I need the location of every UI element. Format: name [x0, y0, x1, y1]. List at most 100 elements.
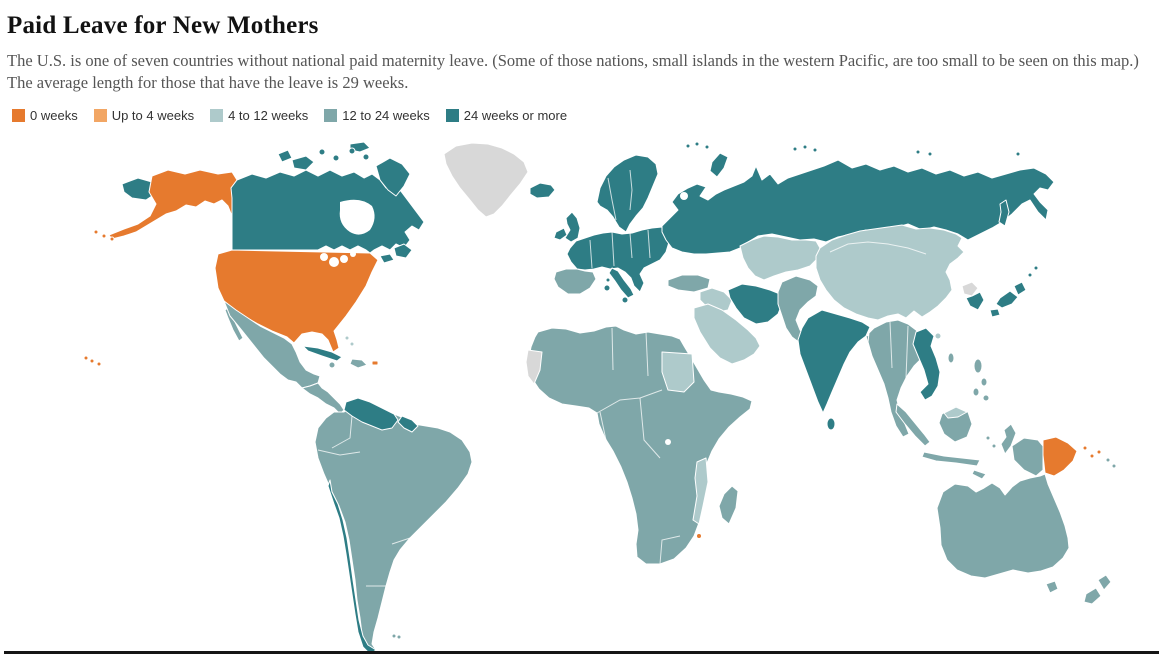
legend-item-up-to-4-weeks: Up to 4 weeks [93, 108, 195, 123]
region-moluccas[interactable] [985, 435, 997, 449]
region-puerto-rico[interactable] [371, 360, 379, 366]
region-mozambique[interactable] [692, 457, 709, 525]
region-western-sahara[interactable] [525, 349, 543, 385]
region-philippines[interactable] [972, 358, 990, 402]
region-japan[interactable] [989, 281, 1027, 318]
region-west-new-guinea[interactable] [1011, 437, 1044, 477]
region-italy-islands[interactable] [603, 277, 629, 304]
page-title: Paid Leave for New Mothers [7, 12, 319, 39]
region-cuba[interactable] [302, 345, 343, 362]
region-madagascar[interactable] [718, 485, 739, 525]
region-nova-scotia[interactable] [379, 253, 395, 264]
region-scandinavia[interactable] [596, 154, 659, 233]
region-greenland[interactable] [443, 142, 529, 218]
region-china-mongolia[interactable] [815, 224, 965, 321]
region-central-asia[interactable] [739, 235, 821, 281]
region-png-islands[interactable] [1082, 445, 1102, 459]
legend-item-0-weeks: 0 weeks [12, 108, 78, 123]
legend-swatch-12-to-24-weeks [324, 109, 338, 122]
region-ireland[interactable] [553, 227, 568, 241]
white-sea [680, 192, 688, 200]
region-continental-europe[interactable] [566, 226, 670, 293]
region-malaysia-borneo[interactable] [943, 406, 968, 419]
legend-label: Up to 4 weeks [111, 108, 195, 123]
region-russia[interactable] [661, 159, 1055, 255]
region-south-korea[interactable] [965, 291, 985, 311]
region-new-zealand[interactable] [1083, 574, 1112, 605]
region-arctic-islands[interactable] [685, 141, 1021, 157]
bottom-border-line [4, 651, 1159, 654]
page-subtitle: The U.S. is one of seven countries witho… [7, 51, 1139, 92]
region-south-america[interactable] [314, 401, 473, 655]
region-alaska-usa[interactable] [108, 169, 244, 240]
region-afghanistan-pakistan[interactable] [777, 275, 819, 344]
legend-swatch-4-to-12-weeks [210, 109, 224, 122]
region-italy[interactable] [608, 267, 635, 299]
region-falkland-islands[interactable] [391, 633, 402, 640]
region-novaya-zemlya[interactable] [709, 152, 729, 178]
region-newfoundland[interactable] [393, 243, 413, 259]
region-hawaii-usa[interactable] [83, 355, 102, 367]
region-north-korea[interactable] [961, 281, 979, 297]
region-central-america[interactable] [301, 382, 345, 415]
region-hainan[interactable] [934, 332, 942, 340]
header: Paid Leave for New Mothers The U.S. is o… [0, 0, 1163, 123]
legend-swatch-0-weeks [12, 109, 25, 122]
region-tasmania[interactable] [1045, 580, 1059, 594]
region-kuril-islands[interactable] [1027, 265, 1039, 278]
region-taiwan[interactable] [947, 352, 955, 364]
region-bahamas[interactable] [344, 335, 355, 347]
region-sakhalin[interactable] [998, 199, 1010, 227]
legend-label: 12 to 24 weeks [342, 108, 430, 123]
africa-borders [596, 327, 681, 565]
region-solomon-islands[interactable] [1105, 457, 1117, 469]
black-sea [672, 255, 712, 273]
region-sumatra[interactable] [895, 403, 931, 447]
region-vietnam[interactable] [912, 327, 941, 401]
region-united-kingdom[interactable] [564, 211, 581, 243]
lake-victoria [665, 439, 671, 445]
region-arabian-peninsula[interactable] [693, 303, 761, 365]
legend-swatch-up-to-4-weeks [93, 109, 107, 122]
legend-item-4-to-12-weeks: 4 to 12 weeks [210, 108, 308, 123]
region-hispaniola[interactable] [349, 358, 368, 369]
europe-borders [589, 229, 651, 269]
region-guyanas[interactable] [397, 415, 419, 433]
region-papua-new-guinea[interactable] [1042, 436, 1078, 477]
region-africa[interactable] [527, 325, 753, 565]
se-asia-borders [889, 321, 909, 379]
region-jamaica[interactable] [328, 361, 336, 369]
region-java[interactable] [921, 451, 981, 467]
legend-item-12-to-24-weeks: 12 to 24 weeks [324, 108, 430, 123]
region-sudan[interactable] [661, 351, 695, 393]
region-sri-lanka[interactable] [826, 417, 836, 431]
region-timor[interactable] [971, 469, 987, 480]
region-canadian-arctic-islands[interactable] [277, 141, 411, 197]
region-iceland[interactable] [529, 182, 556, 199]
legend: 0 weeks Up to 4 weeks 4 to 12 weeks 12 t… [7, 102, 1153, 123]
region-chile[interactable] [327, 479, 377, 655]
region-chukotka-russia[interactable] [121, 177, 156, 201]
world-map-svg [83, 141, 1117, 655]
region-turkey[interactable] [667, 274, 711, 293]
legend-label: 0 weeks [30, 108, 78, 123]
region-australia[interactable] [936, 473, 1070, 579]
region-iberia[interactable] [553, 268, 597, 295]
region-india[interactable] [797, 309, 871, 414]
great-lakes [320, 251, 356, 267]
scandinavia-borders [607, 169, 633, 221]
region-canada[interactable] [230, 169, 425, 254]
south-america-borders [317, 415, 411, 587]
mongolia-border [829, 241, 927, 255]
world-map [0, 140, 1163, 655]
hudson-bay [339, 199, 375, 235]
region-swaziland[interactable] [696, 533, 702, 539]
legend-swatch-24-weeks-or-more [445, 109, 459, 122]
region-aleutian-islands[interactable] [93, 229, 115, 242]
legend-label: 24 weeks or more [463, 108, 568, 123]
region-iran[interactable] [727, 283, 783, 325]
legend-item-24-weeks-or-more: 24 weeks or more [445, 108, 568, 123]
region-sulawesi[interactable] [1000, 423, 1017, 455]
legend-label: 4 to 12 weeks [228, 108, 309, 123]
